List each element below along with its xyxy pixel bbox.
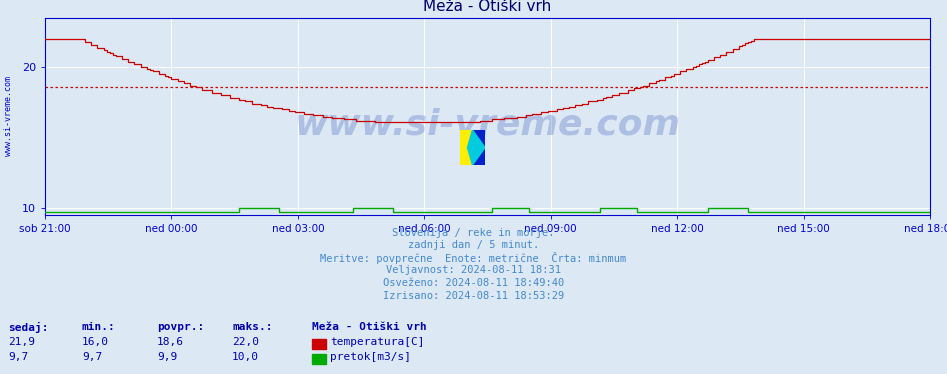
Text: www.si-vreme.com: www.si-vreme.com [4,77,13,156]
Text: 16,0: 16,0 [82,337,109,347]
Text: maks.:: maks.: [232,322,273,332]
Polygon shape [468,130,485,165]
Text: www.si-vreme.com: www.si-vreme.com [295,107,681,141]
Text: Veljavnost: 2024-08-11 18:31: Veljavnost: 2024-08-11 18:31 [386,265,561,275]
Text: pretok[m3/s]: pretok[m3/s] [330,352,411,362]
Text: Slovenija / reke in morje.: Slovenija / reke in morje. [392,228,555,238]
Text: 9,9: 9,9 [157,352,177,362]
Text: min.:: min.: [82,322,116,332]
Title: Meža - Otiški vrh: Meža - Otiški vrh [423,0,551,14]
Text: zadnji dan / 5 minut.: zadnji dan / 5 minut. [408,240,539,250]
Text: 21,9: 21,9 [8,337,35,347]
Polygon shape [473,130,485,165]
Text: Meritve: povprečne  Enote: metrične  Črta: minmum: Meritve: povprečne Enote: metrične Črta:… [320,252,627,264]
Text: 22,0: 22,0 [232,337,259,347]
Text: Meža - Otiški vrh: Meža - Otiški vrh [312,322,427,332]
Text: Osveženo: 2024-08-11 18:49:40: Osveženo: 2024-08-11 18:49:40 [383,278,564,288]
Text: povpr.:: povpr.: [157,322,205,332]
Text: 9,7: 9,7 [82,352,102,362]
Text: 10,0: 10,0 [232,352,259,362]
Text: 18,6: 18,6 [157,337,184,347]
Text: temperatura[C]: temperatura[C] [330,337,424,347]
Text: sedaj:: sedaj: [8,322,48,333]
Text: 9,7: 9,7 [8,352,28,362]
Text: Izrisano: 2024-08-11 18:53:29: Izrisano: 2024-08-11 18:53:29 [383,291,564,301]
